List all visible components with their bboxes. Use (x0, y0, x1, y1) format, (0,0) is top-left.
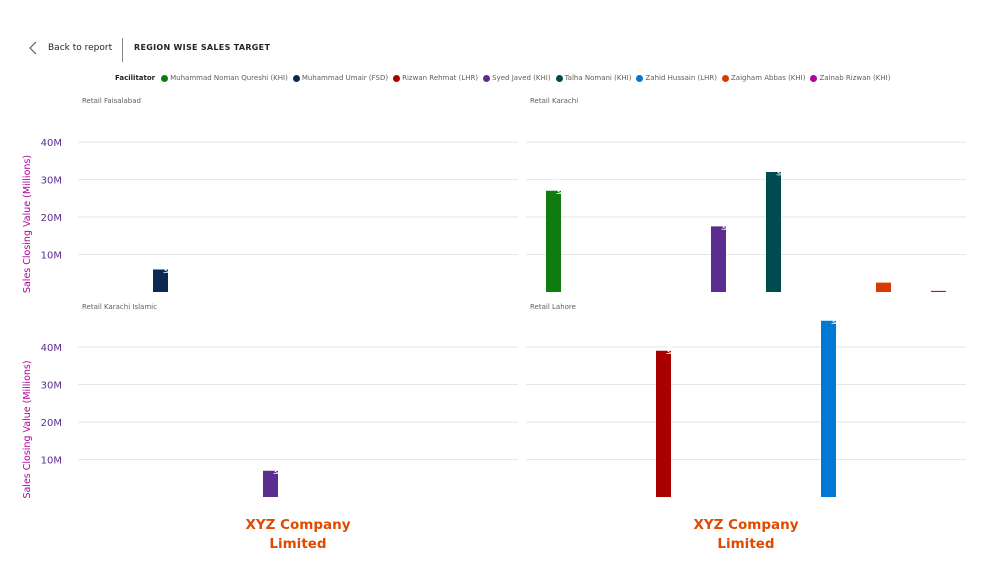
legend-item-label: Syed Javed (KHI) (492, 74, 551, 82)
data-label: 17M (720, 213, 729, 230)
panel-title: Retail Karachi (530, 97, 578, 105)
legend-item-label: Muhammad Umair (FSD) (301, 74, 389, 82)
legend-item[interactable]: Zahid Hussain (LHR) (636, 74, 717, 82)
back-to-report-button[interactable]: Back to report (28, 38, 112, 58)
chart-legend: Facilitator Muhammad Noman Qureshi (KHI)… (115, 72, 895, 84)
bar (263, 470, 278, 497)
data-label: 27M (555, 178, 564, 195)
legend-item-label: Zaigham Abbas (KHI) (731, 74, 806, 82)
legend-title: Facilitator (115, 74, 156, 82)
bar (153, 269, 168, 292)
legend-dot-icon (161, 74, 169, 82)
legend-item-label: Rizwan Rehmat (LHR) (402, 74, 479, 82)
back-to-report-label: Back to report (48, 43, 113, 53)
y-tick-label: 10M (41, 251, 62, 262)
legend-items: Muhammad Noman Qureshi (KHI) Muhammad Uma… (161, 74, 895, 82)
legend-item-label: Muhammad Noman Qureshi (KHI) (170, 74, 288, 82)
legend-item[interactable]: Talha Nomani (KHI) (555, 74, 632, 82)
bar (876, 282, 891, 292)
legend-dot-icon (393, 74, 401, 82)
data-label: 47M (830, 308, 839, 325)
data-label: 6M (162, 262, 171, 274)
bar (931, 290, 946, 292)
legend-item-label: Zainab Rizwan (KHI) (819, 74, 891, 82)
legend-item-label: Talha Nomani (KHI) (564, 74, 632, 82)
chevron-left-icon (29, 41, 37, 55)
panel-title: Retail Faisalabad (82, 97, 141, 105)
y-tick-label: 30M (41, 176, 62, 187)
company-name-left: XYZ Company Limited (198, 516, 398, 554)
legend-item[interactable]: Rizwan Rehmat (LHR) (393, 74, 478, 82)
panel-title: Retail Lahore (530, 303, 576, 311)
y-tick-label: 30M (41, 381, 62, 392)
data-label: 39M (665, 338, 674, 355)
y-tick-label: 20M (41, 213, 62, 224)
company-name-line1: XYZ Company (693, 517, 799, 533)
top-bar: Back to report REGION WISE SALES TARGET (0, 0, 996, 62)
bar (711, 226, 726, 292)
bar (766, 172, 781, 292)
bar (821, 320, 836, 497)
y-tick-label: 40M (41, 343, 62, 354)
legend-dot-icon (722, 74, 729, 82)
y-axis-title: Sales Closing Value (Millions) (22, 155, 33, 293)
company-name-right: XYZ Company Limited (646, 516, 846, 554)
data-label: 7M (272, 463, 281, 475)
company-name-line1: XYZ Company (245, 517, 351, 533)
header-divider (122, 38, 123, 62)
legend-item[interactable]: Zaigham Abbas (KHI) (722, 74, 805, 82)
y-tick-label: 40M (41, 138, 62, 149)
panel-title: Retail Karachi Islamic (82, 303, 157, 311)
bar (546, 190, 561, 292)
legend-dot-icon (555, 74, 563, 82)
legend-item[interactable]: Syed Javed (KHI) (483, 74, 551, 82)
legend-dot-icon (810, 74, 818, 82)
legend-dot-icon (292, 74, 300, 82)
company-name-line2: Limited (717, 536, 775, 552)
legend-dot-icon (636, 74, 644, 82)
y-tick-label: 20M (41, 418, 62, 429)
legend-item-label: Zahid Hussain (LHR) (645, 74, 717, 82)
legend-item[interactable]: Muhammad Umair (FSD) (292, 74, 389, 82)
page-title: REGION WISE SALES TARGET (134, 43, 271, 52)
legend-item[interactable]: Muhammad Noman Qureshi (KHI) (161, 74, 288, 82)
legend-dot-icon (483, 74, 491, 82)
y-tick-label: 10M (41, 456, 62, 467)
company-name-line2: Limited (269, 536, 327, 552)
y-axis-title: Sales Closing Value (Millions) (22, 360, 33, 498)
data-label: 32M (775, 159, 784, 176)
bar (656, 350, 671, 497)
legend-item[interactable]: Zainab Rizwan (KHI) (810, 74, 890, 82)
